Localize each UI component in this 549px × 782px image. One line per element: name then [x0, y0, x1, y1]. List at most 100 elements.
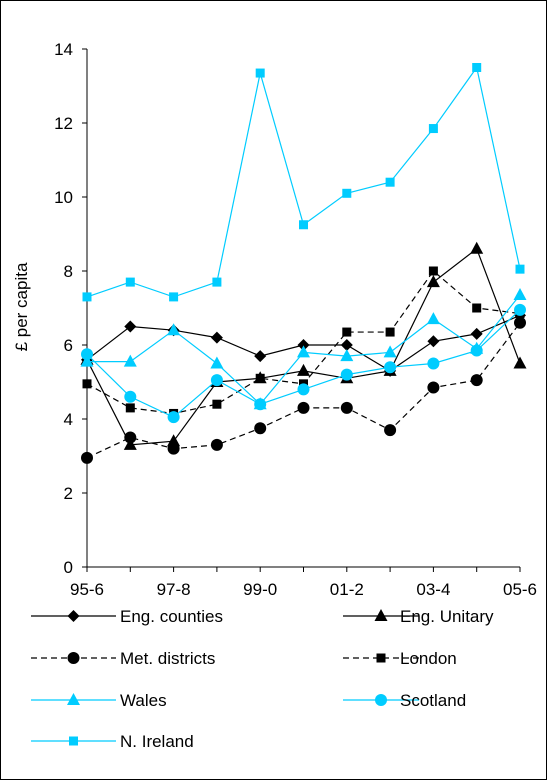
- data-point-wales: [340, 349, 354, 362]
- data-point-eng-counties: [254, 350, 267, 363]
- legend-item-eng-counties: Eng. counties: [31, 607, 223, 626]
- data-point-met-districts: [427, 381, 440, 394]
- y-tick-label: 12: [54, 114, 73, 133]
- legend-item-eng-unitary: Eng. Unitary: [343, 607, 494, 626]
- data-point-n-ireland: [342, 188, 352, 198]
- data-point-eng-unitary: [123, 437, 137, 450]
- data-point-london: [212, 399, 222, 409]
- legend-label: Scotland: [400, 691, 466, 710]
- legend-item-wales: Wales: [31, 691, 167, 710]
- data-point-eng-unitary: [426, 275, 440, 288]
- data-point-eng-unitary: [470, 241, 484, 254]
- data-point-wales: [297, 345, 310, 358]
- data-point-eng-counties: [210, 331, 223, 344]
- y-tick-label: 4: [64, 410, 73, 429]
- data-point-london: [428, 266, 438, 276]
- data-point-wales: [80, 354, 94, 367]
- data-point-scotland: [254, 398, 267, 411]
- data-point-scotland: [470, 344, 483, 357]
- legend: Eng. counties Eng. Unitary Met. districts L…: [31, 607, 494, 751]
- data-point-n-ireland: [255, 68, 265, 78]
- legend-marker: [376, 653, 386, 663]
- legend-marker: [67, 652, 80, 664]
- y-tick-label: 8: [64, 262, 73, 281]
- legend-label: London: [400, 649, 457, 668]
- x-tick-label: 95-6: [70, 580, 104, 599]
- data-point-scotland: [514, 303, 526, 316]
- legend-label: Met. districts: [120, 649, 215, 668]
- legend-item-london: London: [343, 649, 457, 668]
- data-point-met-districts: [514, 316, 526, 329]
- data-point-eng-unitary: [167, 434, 181, 447]
- data-point-scotland: [124, 390, 137, 403]
- legend-marker: [67, 610, 80, 622]
- data-point-wales: [167, 323, 181, 336]
- x-tick-label: 99-0: [243, 580, 277, 599]
- data-point-eng-unitary: [297, 363, 310, 376]
- data-point-wales: [383, 345, 397, 358]
- data-point-scotland: [297, 383, 310, 396]
- data-point-wales: [210, 356, 224, 369]
- x-tick-label: 97-8: [157, 580, 191, 599]
- data-point-scotland: [340, 368, 353, 381]
- data-point-met-districts: [470, 374, 483, 387]
- data-point-scotland: [427, 357, 440, 370]
- legend-label: Wales: [120, 691, 167, 710]
- legend-marker: [374, 609, 388, 621]
- legend-marker: [67, 693, 80, 705]
- data-point-n-ireland: [472, 63, 482, 72]
- y-axis-label: £ per capita: [12, 262, 31, 351]
- legend-marker: [69, 736, 78, 746]
- legend-label: Eng. counties: [120, 607, 223, 626]
- data-point-n-ireland: [82, 292, 92, 302]
- legend-label: N. Ireland: [120, 732, 194, 751]
- data-point-n-ireland: [169, 292, 179, 302]
- data-point-met-districts: [210, 438, 223, 451]
- legend-item-n-ireland: N. Ireland: [31, 732, 194, 751]
- y-tick-label: 6: [64, 336, 73, 355]
- data-point-london: [82, 379, 92, 389]
- legend-label: Eng. Unitary: [400, 607, 494, 626]
- data-point-met-districts: [124, 431, 137, 444]
- x-tick-label: 05-6: [503, 580, 537, 599]
- data-point-eng-counties: [470, 327, 483, 340]
- y-tick-label: 14: [54, 40, 73, 59]
- axes: 0 2 4 6 8 10 12 14 95-6 97-8 99-0 01-2 03-4 05-6: [54, 40, 537, 599]
- series-line-scotland: [86, 309, 521, 418]
- data-point-scotland: [210, 374, 223, 387]
- data-point-london: [385, 327, 395, 337]
- series-line-n-ireland: [86, 66, 521, 298]
- data-point-n-ireland: [428, 124, 438, 134]
- data-point-wales: [426, 312, 440, 325]
- x-tick-label: 01-2: [330, 580, 364, 599]
- data-point-eng-counties: [340, 339, 353, 351]
- plot-area: [80, 63, 527, 464]
- data-point-met-districts: [254, 422, 267, 435]
- data-point-eng-counties: [124, 320, 137, 333]
- y-tick-label: 10: [54, 188, 73, 207]
- data-point-wales: [513, 288, 527, 301]
- data-point-scotland: [384, 361, 397, 374]
- data-point-london: [342, 327, 352, 337]
- legend-item-met-districts: Met. districts: [31, 649, 215, 668]
- y-tick-label: 2: [64, 484, 73, 503]
- data-point-eng-counties: [297, 339, 310, 351]
- legend-item-scotland: Scotland: [343, 691, 466, 710]
- data-point-met-districts: [81, 451, 93, 464]
- data-point-london: [472, 303, 482, 313]
- data-point-scotland: [81, 348, 93, 361]
- data-point-met-districts: [384, 424, 397, 437]
- data-point-met-districts: [340, 401, 353, 414]
- data-point-scotland: [167, 411, 180, 424]
- data-point-met-districts: [167, 442, 180, 455]
- data-point-london: [255, 373, 265, 383]
- legend-marker: [375, 694, 387, 706]
- data-point-eng-counties: [427, 335, 440, 348]
- data-point-met-districts: [297, 401, 310, 414]
- data-point-n-ireland: [515, 264, 525, 274]
- data-point-london: [125, 403, 135, 413]
- data-point-n-ireland: [299, 220, 308, 230]
- data-point-eng-unitary: [513, 356, 527, 369]
